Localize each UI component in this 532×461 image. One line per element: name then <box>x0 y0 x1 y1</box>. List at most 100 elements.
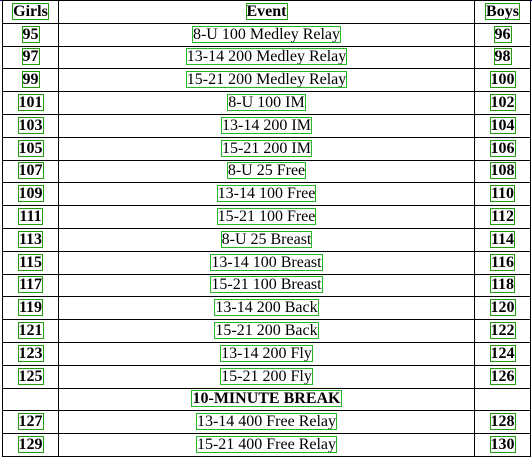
event-name: 13-14 100 Free <box>216 185 317 203</box>
event-name: 8-U 100 IM <box>227 94 306 112</box>
event-name: 13-14 200 IM <box>221 116 312 134</box>
table-row: 105 15-21 200 IM 106 <box>2 136 531 161</box>
event-name: 13-14 200 Medley Relay <box>185 48 348 66</box>
girls-event-number-cell: 95 <box>2 22 59 47</box>
boys-event-number-cell: 100 <box>474 68 531 93</box>
boys-event-number-cell: 114 <box>474 227 531 252</box>
boys-event-number-cell: 128 <box>474 410 531 435</box>
boys-event-number: 96 <box>493 25 512 43</box>
girls-event-number: 115 <box>17 253 44 271</box>
event-name-cell: 8-U 25 Free <box>58 159 475 184</box>
table-row: 123 13-14 200 Fly 124 <box>2 341 531 366</box>
event-name: 15-21 400 Free Relay <box>195 436 338 454</box>
event-name-cell: 13-14 100 Free <box>58 182 475 207</box>
event-name-cell: 15-21 200 Back <box>58 319 475 343</box>
girls-event-number: 103 <box>17 116 44 134</box>
girls-event-number: 127 <box>17 413 44 431</box>
event-name-cell: 15-21 400 Free Relay <box>58 433 475 457</box>
boys-event-number: 126 <box>489 367 516 385</box>
boys-event-number: 122 <box>489 322 516 340</box>
table-row: 97 13-14 200 Medley Relay 98 <box>2 45 531 70</box>
girls-event-number-cell <box>2 387 59 412</box>
girls-event-number-cell: 115 <box>2 250 59 275</box>
girls-event-number-cell: 103 <box>2 113 59 138</box>
girls-event-number-cell: 105 <box>2 136 59 161</box>
boys-event-number: 98 <box>493 48 512 66</box>
event-name: 15-21 100 Free <box>216 208 317 226</box>
boys-event-number-cell: 96 <box>474 22 531 47</box>
event-name: 13-14 200 Back <box>214 299 319 317</box>
girls-event-number-cell: 127 <box>2 410 59 435</box>
event-name-cell: 8-U 100 IM <box>58 91 475 115</box>
boys-event-number-cell: 110 <box>474 182 531 207</box>
boys-event-number-cell: 104 <box>474 113 531 138</box>
event-name: 13-14 200 Fly <box>220 344 313 362</box>
table-row: 111 15-21 100 Free 112 <box>2 205 531 229</box>
event-name-cell: 15-21 200 IM <box>58 136 475 161</box>
event-name-cell: 15-21 200 Medley Relay <box>58 68 475 93</box>
girls-event-number: 117 <box>17 276 44 294</box>
event-name-cell: 13-14 100 Breast <box>58 250 475 275</box>
event-name: 13-14 400 Free Relay <box>195 413 338 431</box>
table-row: 107 8-U 25 Free 108 <box>2 159 531 184</box>
table-row: 117 15-21 100 Breast 118 <box>2 273 531 298</box>
girls-header-label: Girls <box>12 2 49 20</box>
boys-event-number-cell: 126 <box>474 364 531 389</box>
event-name-cell: 13-14 200 Fly <box>58 341 475 366</box>
break-label-cell: 10-MINUTE BREAK <box>58 387 475 412</box>
event-name-cell: 13-14 200 Medley Relay <box>58 45 475 70</box>
girls-event-number: 97 <box>21 48 40 66</box>
event-name: 13-14 100 Breast <box>210 253 323 271</box>
girls-event-number-cell: 123 <box>2 341 59 366</box>
girls-event-number: 121 <box>17 322 44 340</box>
event-name: 15-21 200 IM <box>221 139 312 157</box>
girls-event-number-cell: 119 <box>2 296 59 321</box>
table-row: 115 13-14 100 Breast 116 <box>2 250 531 275</box>
girls-event-number-cell: 121 <box>2 319 59 343</box>
event-column-header: Event <box>58 0 475 24</box>
boys-event-number: 116 <box>489 253 516 271</box>
event-header-label: Event <box>245 2 288 20</box>
event-name-cell: 13-14 400 Free Relay <box>58 410 475 435</box>
events-table-body: 95 8-U 100 Medley Relay 96 97 13-14 200 Medl… <box>2 22 531 457</box>
event-name: 15-21 200 Back <box>214 322 319 340</box>
boys-event-number: 120 <box>489 299 516 317</box>
boys-event-number-cell: 102 <box>474 91 531 115</box>
boys-event-number-cell: 106 <box>474 136 531 161</box>
girls-event-number-cell: 113 <box>2 227 59 252</box>
boys-event-number-cell: 118 <box>474 273 531 298</box>
table-row: 10-MINUTE BREAK <box>2 387 531 412</box>
event-name-cell: 15-21 100 Breast <box>58 273 475 298</box>
girls-event-number: 129 <box>17 436 44 454</box>
event-name-cell: 15-21 200 Fly <box>58 364 475 389</box>
boys-header-label: Boys <box>485 2 520 20</box>
girls-event-number-cell: 99 <box>2 68 59 93</box>
table-row: 95 8-U 100 Medley Relay 96 <box>2 22 531 47</box>
boys-event-number: 124 <box>489 344 516 362</box>
girls-event-number: 125 <box>17 367 44 385</box>
girls-event-number-cell: 97 <box>2 45 59 70</box>
boys-event-number: 130 <box>489 436 516 454</box>
table-row: 121 15-21 200 Back 122 <box>2 319 531 343</box>
boys-event-number: 102 <box>489 94 516 112</box>
girls-event-number-cell: 111 <box>2 205 59 229</box>
boys-column-header: Boys <box>474 0 531 24</box>
boys-event-number: 118 <box>489 276 516 294</box>
table-row: 129 15-21 400 Free Relay 130 <box>2 433 531 457</box>
event-name-cell: 8-U 25 Breast <box>58 227 475 252</box>
table-row: 125 15-21 200 Fly 126 <box>2 364 531 389</box>
boys-event-number: 100 <box>489 71 516 89</box>
girls-event-number-cell: 125 <box>2 364 59 389</box>
girls-event-number: 105 <box>17 139 44 157</box>
event-name-cell: 13-14 200 IM <box>58 113 475 138</box>
girls-event-number: 111 <box>18 208 43 226</box>
event-name-cell: 15-21 100 Free <box>58 205 475 229</box>
boys-event-number: 112 <box>489 208 516 226</box>
girls-event-number-cell: 107 <box>2 159 59 184</box>
event-name: 8-U 100 Medley Relay <box>191 25 342 43</box>
boys-event-number-cell: 124 <box>474 341 531 366</box>
table-row: 119 13-14 200 Back 120 <box>2 296 531 321</box>
boys-event-number-cell: 120 <box>474 296 531 321</box>
event-name: 8-U 25 Breast <box>220 230 313 248</box>
